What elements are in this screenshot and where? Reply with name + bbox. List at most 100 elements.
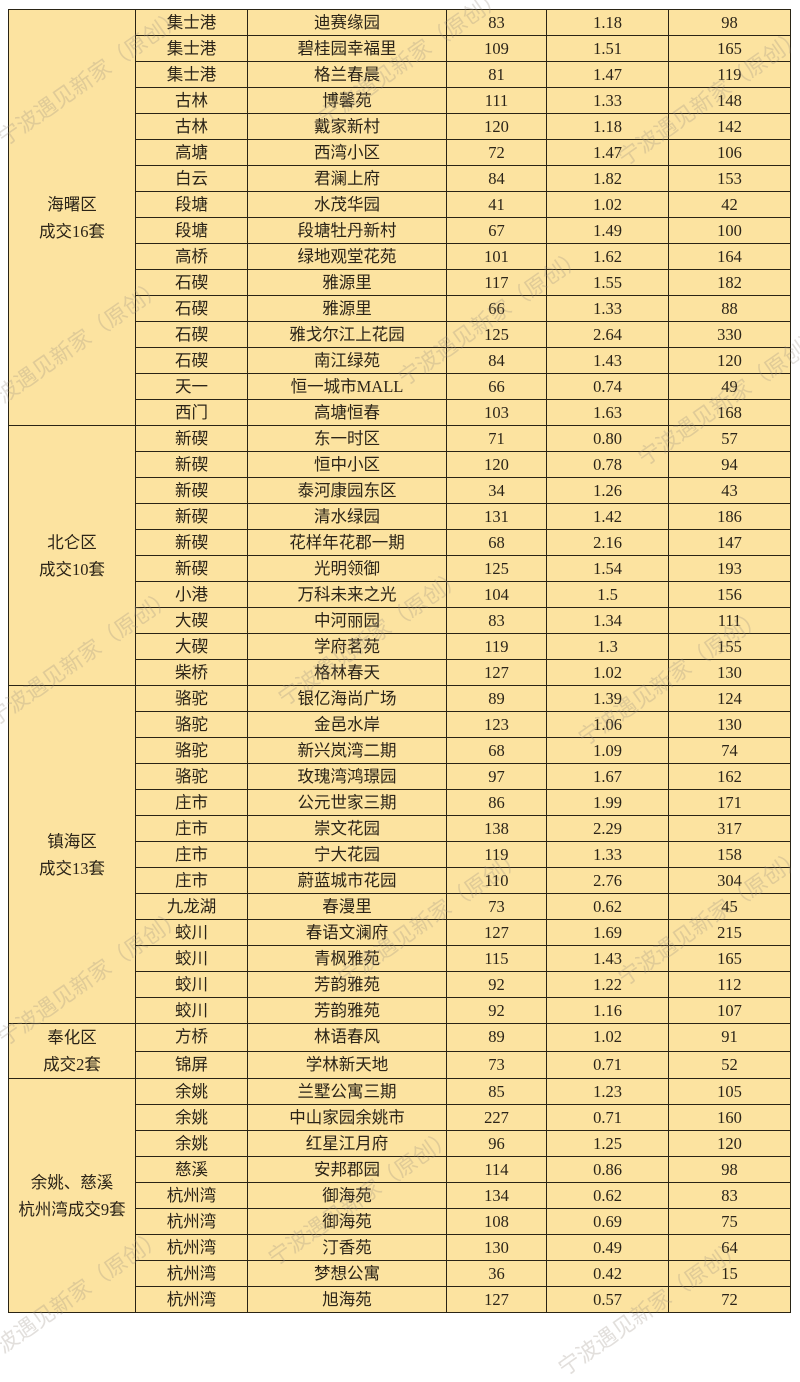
community-cell: 旭海苑	[247, 1286, 447, 1313]
unit-price-cell: 1.33	[546, 841, 669, 868]
community-cell: 芳韵雅苑	[247, 971, 447, 998]
area-cell: 石碶	[135, 295, 248, 322]
community-cell: 林语春风	[247, 1023, 447, 1052]
table-row: 高塘 西湾小区 72 1.47 106	[9, 139, 791, 166]
table-row: 集士港 格兰春晨 81 1.47 119	[9, 61, 791, 88]
table-row: 余姚、慈溪 杭州湾成交9套 余姚 兰墅公寓三期 85 1.23 105	[8, 1078, 791, 1313]
size-cell: 92	[446, 997, 547, 1024]
size-cell: 97	[446, 763, 547, 790]
area-cell: 新碶	[135, 477, 248, 504]
table-row: 蛟川 芳韵雅苑 92 1.16 107	[9, 997, 791, 1024]
community-cell: 君澜上府	[247, 165, 447, 192]
area-cell: 骆驼	[135, 711, 248, 738]
community-cell: 学府茗苑	[247, 633, 447, 660]
community-cell: 格兰春晨	[247, 61, 447, 88]
size-cell: 73	[446, 893, 547, 920]
table-row: 杭州湾 旭海苑 127 0.57 72	[9, 1286, 791, 1313]
size-cell: 104	[446, 581, 547, 608]
district-name: 镇海区	[47, 831, 97, 851]
community-cell: 水茂华园	[247, 191, 447, 218]
area-cell: 庄市	[135, 867, 248, 894]
transactions-table: 海曙区 成交16套 集士港 迪赛缘园 83 1.18 98 集士港 碧桂园幸福里 109 1.51 1…	[8, 9, 791, 1313]
community-cell: 恒一城市MALL	[247, 373, 447, 400]
total-price-cell: 330	[668, 321, 791, 348]
unit-price-cell: 1.69	[546, 919, 669, 946]
unit-price-cell: 2.76	[546, 867, 669, 894]
table-row: 奉化区 成交2套 方桥 林语春风 89 1.02 91	[8, 1023, 791, 1079]
total-price-cell: 57	[668, 425, 791, 452]
size-cell: 108	[446, 1208, 547, 1235]
community-cell: 博馨苑	[247, 87, 447, 114]
unit-price-cell: 0.78	[546, 451, 669, 478]
total-price-cell: 160	[668, 1104, 791, 1131]
unit-price-cell: 1.39	[546, 685, 669, 712]
size-cell: 130	[446, 1234, 547, 1261]
unit-price-cell: 1.18	[546, 113, 669, 140]
size-cell: 123	[446, 711, 547, 738]
unit-price-cell: 0.71	[546, 1104, 669, 1131]
area-cell: 集士港	[135, 9, 248, 36]
size-cell: 120	[446, 451, 547, 478]
table-row: 天一 恒一城市MALL 66 0.74 49	[9, 373, 791, 400]
unit-price-cell: 1.33	[546, 295, 669, 322]
area-cell: 骆驼	[135, 685, 248, 712]
unit-price-cell: 0.69	[546, 1208, 669, 1235]
table-row: 石碶 雅源里 117 1.55 182	[9, 269, 791, 296]
total-price-cell: 142	[668, 113, 791, 140]
total-price-cell: 111	[668, 607, 791, 634]
total-price-cell: 75	[668, 1208, 791, 1235]
community-cell: 西湾小区	[247, 139, 447, 166]
area-cell: 锦屏	[135, 1050, 248, 1079]
total-price-cell: 171	[668, 789, 791, 816]
unit-price-cell: 0.62	[546, 893, 669, 920]
district-name: 奉化区	[47, 1028, 97, 1047]
unit-price-cell: 1.5	[546, 581, 669, 608]
community-cell: 御海苑	[247, 1182, 447, 1209]
total-price-cell: 162	[668, 763, 791, 790]
size-cell: 114	[446, 1156, 547, 1183]
area-cell: 杭州湾	[135, 1208, 248, 1235]
size-cell: 81	[446, 61, 547, 88]
size-cell: 89	[446, 685, 547, 712]
area-cell: 九龙湖	[135, 893, 248, 920]
table-row: 大碶 中河丽园 83 1.34 111	[9, 607, 791, 634]
district-cell: 镇海区 成交13套	[8, 685, 136, 1024]
unit-price-cell: 1.62	[546, 243, 669, 270]
table-row: 庄市 宁大花园 119 1.33 158	[9, 841, 791, 868]
community-cell: 新兴岚湾二期	[247, 737, 447, 764]
area-cell: 白云	[135, 165, 248, 192]
table-row: 石碶 雅戈尔江上花园 125 2.64 330	[9, 321, 791, 348]
size-cell: 67	[446, 217, 547, 244]
district-deals: 成交16套	[39, 221, 105, 241]
size-cell: 127	[446, 919, 547, 946]
area-cell: 柴桥	[135, 659, 248, 686]
total-price-cell: 120	[668, 347, 791, 374]
community-cell: 花样年花郡一期	[247, 529, 447, 556]
total-price-cell: 83	[668, 1182, 791, 1209]
total-price-cell: 158	[668, 841, 791, 868]
unit-price-cell: 1.34	[546, 607, 669, 634]
size-cell: 83	[446, 9, 547, 36]
table-row: 杭州湾 汀香苑 130 0.49 64	[9, 1234, 791, 1261]
size-cell: 41	[446, 191, 547, 218]
area-cell: 庄市	[135, 815, 248, 842]
unit-price-cell: 1.23	[546, 1078, 669, 1105]
unit-price-cell: 1.55	[546, 269, 669, 296]
size-cell: 117	[446, 269, 547, 296]
total-price-cell: 148	[668, 87, 791, 114]
total-price-cell: 91	[668, 1023, 791, 1052]
community-cell: 芳韵雅苑	[247, 997, 447, 1024]
unit-price-cell: 1.82	[546, 165, 669, 192]
total-price-cell: 193	[668, 555, 791, 582]
table-row: 庄市 崇文花园 138 2.29 317	[9, 815, 791, 842]
total-price-cell: 165	[668, 35, 791, 62]
unit-price-cell: 1.3	[546, 633, 669, 660]
table-row: 白云 君澜上府 84 1.82 153	[9, 165, 791, 192]
total-price-cell: 317	[668, 815, 791, 842]
unit-price-cell: 1.09	[546, 737, 669, 764]
total-price-cell: 94	[668, 451, 791, 478]
area-cell: 骆驼	[135, 737, 248, 764]
table-row: 骆驼 金邑水岸 123 1.06 130	[9, 711, 791, 738]
table-row: 石碶 南江绿苑 84 1.43 120	[9, 347, 791, 374]
unit-price-cell: 0.86	[546, 1156, 669, 1183]
